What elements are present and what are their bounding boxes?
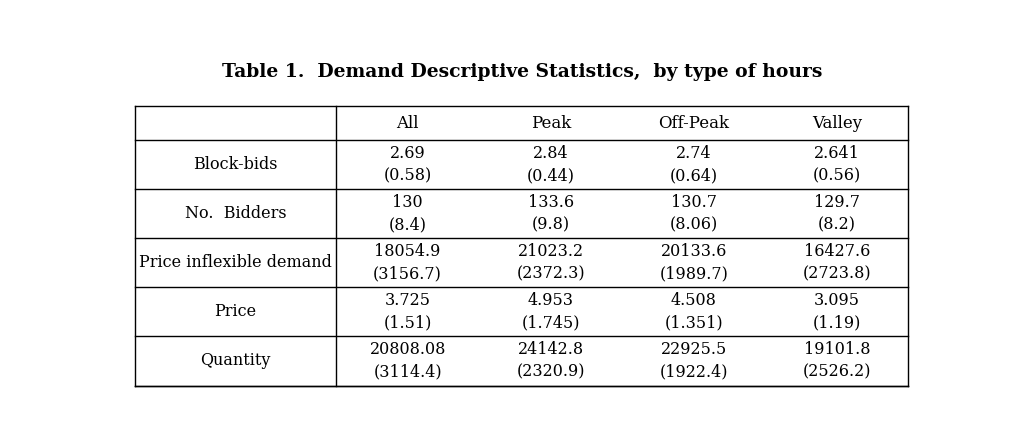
- Text: (0.58): (0.58): [384, 167, 432, 184]
- Text: (1.745): (1.745): [521, 315, 580, 331]
- Text: 133.6: 133.6: [527, 194, 574, 211]
- Text: 20133.6: 20133.6: [661, 243, 727, 260]
- Text: (1989.7): (1989.7): [660, 265, 728, 282]
- Text: 2.641: 2.641: [813, 145, 860, 162]
- Text: (1.51): (1.51): [384, 315, 432, 331]
- Text: (2526.2): (2526.2): [802, 364, 871, 381]
- Text: Block-bids: Block-bids: [193, 156, 278, 173]
- Text: (1.351): (1.351): [665, 315, 723, 331]
- Text: (1922.4): (1922.4): [660, 364, 728, 381]
- Text: (8.2): (8.2): [817, 216, 856, 233]
- Text: (0.56): (0.56): [812, 167, 861, 184]
- Text: All: All: [396, 114, 419, 132]
- Text: 21023.2: 21023.2: [518, 243, 583, 260]
- Text: (2320.9): (2320.9): [516, 364, 585, 381]
- Text: (0.44): (0.44): [526, 167, 575, 184]
- Text: 4.953: 4.953: [527, 292, 574, 309]
- Text: No.  Bidders: No. Bidders: [185, 205, 286, 222]
- Text: 2.74: 2.74: [676, 145, 712, 162]
- Text: 20808.08: 20808.08: [370, 341, 446, 358]
- Text: 2.69: 2.69: [390, 145, 426, 162]
- Text: (3156.7): (3156.7): [374, 265, 442, 282]
- Text: 3.725: 3.725: [385, 292, 431, 309]
- Text: 130.7: 130.7: [671, 194, 717, 211]
- Text: 24142.8: 24142.8: [518, 341, 583, 358]
- Text: 4.508: 4.508: [671, 292, 717, 309]
- Text: Price inflexible demand: Price inflexible demand: [139, 254, 332, 271]
- Text: (8.4): (8.4): [389, 216, 427, 233]
- Text: (9.8): (9.8): [531, 216, 570, 233]
- Text: (8.06): (8.06): [670, 216, 718, 233]
- Text: (2372.3): (2372.3): [516, 265, 585, 282]
- Text: 129.7: 129.7: [813, 194, 860, 211]
- Text: (3114.4): (3114.4): [374, 364, 442, 381]
- Text: 22925.5: 22925.5: [661, 341, 727, 358]
- Text: Peak: Peak: [530, 114, 571, 132]
- Text: 16427.6: 16427.6: [803, 243, 870, 260]
- Text: Quantity: Quantity: [201, 353, 271, 370]
- Text: (2723.8): (2723.8): [802, 265, 871, 282]
- Text: (0.64): (0.64): [670, 167, 718, 184]
- Text: Price: Price: [215, 303, 257, 320]
- Text: Valley: Valley: [811, 114, 862, 132]
- Text: Off-Peak: Off-Peak: [659, 114, 729, 132]
- Text: (1.19): (1.19): [812, 315, 861, 331]
- Text: 2.84: 2.84: [532, 145, 568, 162]
- Text: Table 1.  Demand Descriptive Statistics,  by type of hours: Table 1. Demand Descriptive Statistics, …: [222, 62, 822, 80]
- Text: 3.095: 3.095: [813, 292, 860, 309]
- Text: 130: 130: [392, 194, 423, 211]
- Text: 18054.9: 18054.9: [375, 243, 441, 260]
- Text: 19101.8: 19101.8: [803, 341, 870, 358]
